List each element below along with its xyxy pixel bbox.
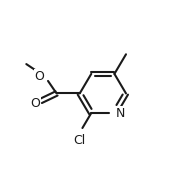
- Text: O: O: [34, 70, 44, 83]
- Text: O: O: [30, 97, 40, 110]
- Text: N: N: [115, 106, 125, 120]
- Text: Cl: Cl: [74, 134, 86, 146]
